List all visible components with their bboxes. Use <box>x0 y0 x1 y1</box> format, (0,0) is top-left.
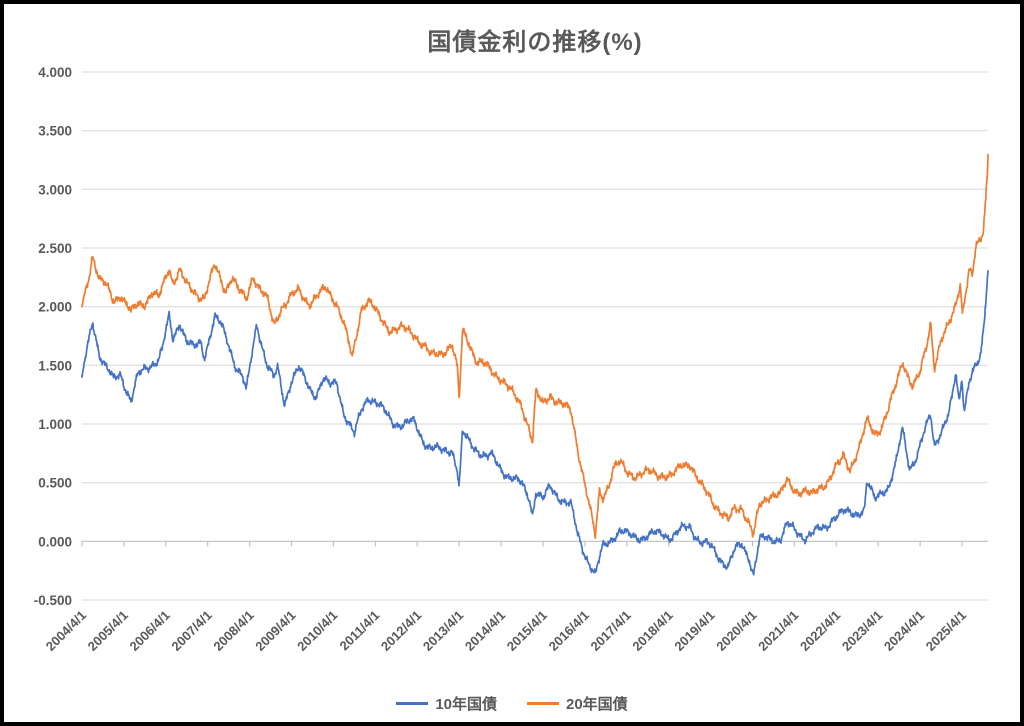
x-axis-tick-label: 2017/4/1 <box>588 608 634 654</box>
legend-line-swatch-10y <box>396 702 429 705</box>
y-axis-tick-label: 4.000 <box>38 65 72 80</box>
x-axis-tick-label: 2019/4/1 <box>671 608 717 654</box>
x-axis-labels: 2004/4/12005/4/12006/4/12007/4/12008/4/1… <box>43 608 969 654</box>
y-axis-tick-label: 0.000 <box>38 534 72 549</box>
x-axis-tick-label: 2004/4/1 <box>43 608 89 654</box>
x-axis-tick-label: 2025/4/1 <box>923 608 969 654</box>
x-axis-tick-label: 2024/4/1 <box>881 608 927 654</box>
legend-item-20y: 20年国債 <box>527 693 628 714</box>
x-axis-tick-label: 2012/4/1 <box>378 608 424 654</box>
legend-label-20y: 20年国債 <box>566 696 628 713</box>
x-axis-tick-label: 2013/4/1 <box>420 608 466 654</box>
y-axis-tick-label: 2.500 <box>38 241 72 256</box>
chart-title: 国債金利の推移(%) <box>427 29 643 56</box>
legend-item-10y: 10年国債 <box>396 693 497 714</box>
x-axis-tick-label: 2020/4/1 <box>713 608 759 654</box>
legend-line-swatch-20y <box>527 702 559 705</box>
y-axis-tick-label: 0.500 <box>38 476 72 491</box>
y-axis-tick-label: -0.500 <box>34 593 72 608</box>
chart-legend: 10年国債 20年国債 <box>0 693 1024 714</box>
x-axis-tick-label: 2015/4/1 <box>504 608 550 654</box>
x-axis-tick-label: 2007/4/1 <box>168 608 214 654</box>
x-axis-tick-label: 2023/4/1 <box>839 608 885 654</box>
x-axis-tick-label: 2008/4/1 <box>210 608 256 654</box>
y-axis-tick-label: 2.000 <box>38 300 72 315</box>
x-axis-tick-label: 2009/4/1 <box>252 608 298 654</box>
x-axis-tick-label: 2018/4/1 <box>629 608 675 654</box>
x-axis-tick-label: 2006/4/1 <box>127 608 173 654</box>
x-axis-tick-label: 2021/4/1 <box>755 608 801 654</box>
gridlines <box>82 71 988 601</box>
x-axis-tick-label: 2016/4/1 <box>546 608 592 654</box>
series-line-10y <box>81 270 989 576</box>
y-axis-labels: 4.000 3.500 3.000 2.500 2.000 1.500 1.000 0.500… <box>34 65 72 608</box>
y-axis-tick-label: 1.000 <box>38 417 72 432</box>
x-axis-tick-label: 2014/4/1 <box>462 608 508 654</box>
legend-label-10y: 10年国債 <box>435 696 497 713</box>
x-axis-tick-label: 2011/4/1 <box>337 608 383 654</box>
series-line-20y <box>81 153 989 540</box>
y-axis-tick-label: 3.500 <box>38 124 72 139</box>
x-axis-tick-label: 2010/4/1 <box>294 608 340 654</box>
x-axis-tick-label: 2005/4/1 <box>85 608 131 654</box>
x-axis-tick-label: 2022/4/1 <box>797 608 843 654</box>
x-axis <box>81 540 988 547</box>
y-axis-tick-label: 1.500 <box>38 358 72 373</box>
y-axis-tick-label: 3.000 <box>38 182 72 197</box>
